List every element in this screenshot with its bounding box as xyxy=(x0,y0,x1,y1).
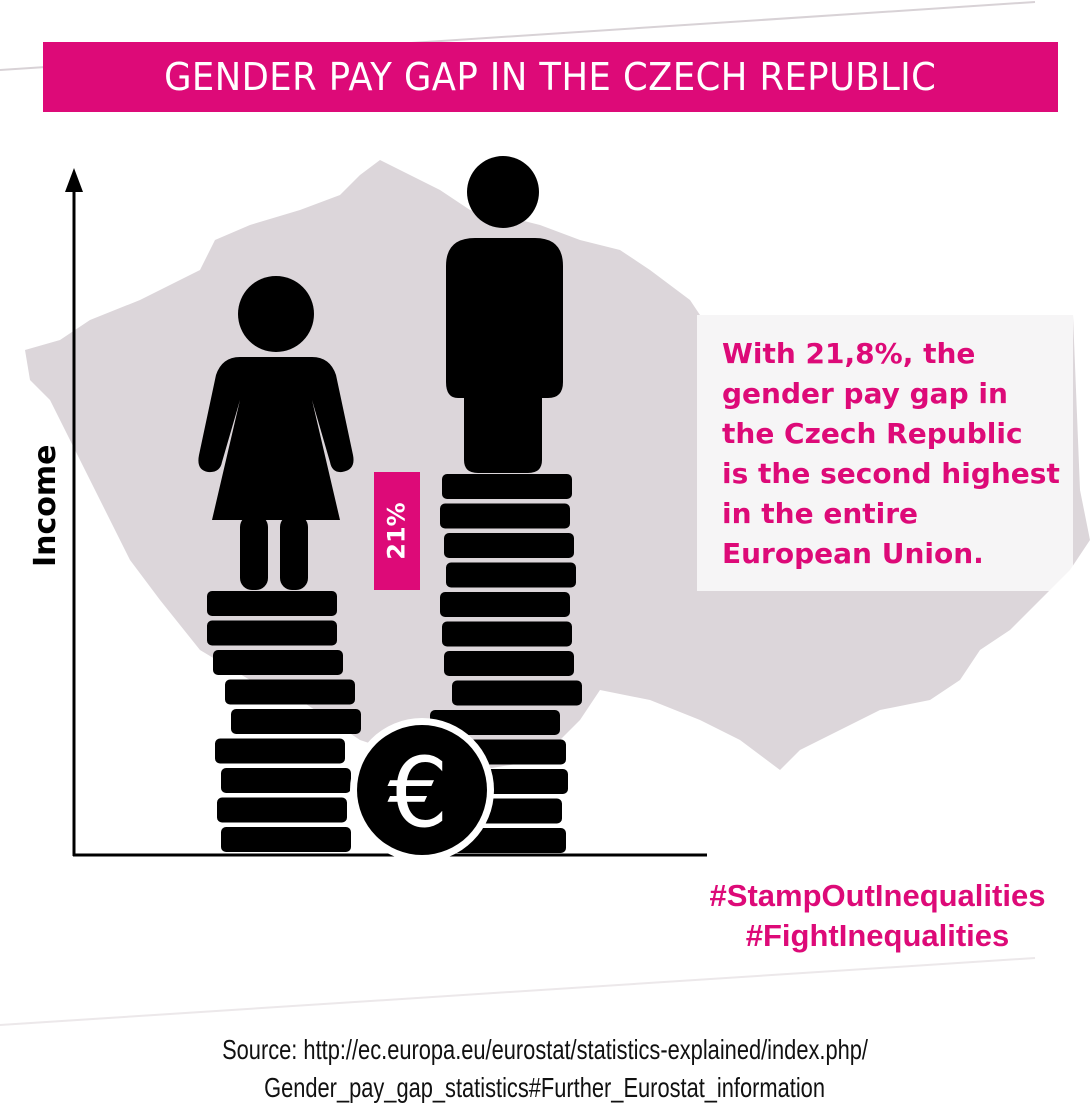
coin xyxy=(221,827,351,852)
info-line: gender pay gap in xyxy=(722,377,1008,410)
coin xyxy=(215,738,345,764)
hashtag-stamp-out[interactable]: #StampOutInequalities xyxy=(709,878,1046,913)
coin xyxy=(440,503,570,529)
y-axis-label: Income xyxy=(28,444,63,567)
svg-text:€: € xyxy=(387,737,448,849)
source-line-1: Source: http://ec.europa.eu/eurostat/sta… xyxy=(0,1034,1090,1066)
coin xyxy=(231,709,361,734)
source-text: Gender_pay_gap_statistics#Further_Eurost… xyxy=(264,1072,826,1103)
hashtag-fight[interactable]: #FightInequalities xyxy=(745,918,1010,953)
source-line-2: Gender_pay_gap_statistics#Further_Eurost… xyxy=(0,1072,1090,1104)
coin xyxy=(442,474,572,499)
info-panel xyxy=(697,315,1073,591)
coin xyxy=(207,620,337,646)
coin xyxy=(430,710,560,735)
info-line: European Union. xyxy=(722,537,984,570)
woman-icon xyxy=(198,276,354,590)
bottom-divider-line xyxy=(0,957,1036,1026)
coin xyxy=(452,680,582,706)
coin xyxy=(217,797,347,823)
coin xyxy=(444,651,574,676)
coin xyxy=(444,533,574,558)
page-title: GENDER PAY GAP IN THE CZECH REPUBLIC xyxy=(164,55,937,99)
info-text: With 21,8%, the gender pay gap in the Cz… xyxy=(722,334,1082,574)
coin xyxy=(442,621,572,647)
income-axis xyxy=(65,168,707,857)
coin xyxy=(221,768,351,793)
gap-badge-label: 21% xyxy=(383,502,412,560)
coin xyxy=(440,592,570,617)
arrow-up-icon xyxy=(65,168,83,192)
woman-coin-stack xyxy=(207,591,361,852)
euro-coin-icon: € xyxy=(350,718,494,862)
coin xyxy=(225,679,355,705)
info-line: With 21,8%, the xyxy=(722,337,976,370)
info-line: the Czech Republic xyxy=(722,417,1023,450)
coin xyxy=(213,650,343,675)
info-line: is the second highest xyxy=(722,457,1060,490)
coin xyxy=(207,591,337,616)
info-line: in the entire xyxy=(722,497,919,530)
man-icon xyxy=(446,156,563,473)
source-text: Source: http://ec.europa.eu/eurostat/sta… xyxy=(222,1034,868,1065)
coin xyxy=(446,562,576,588)
gap-badge: 21% xyxy=(374,472,420,590)
title-banner: GENDER PAY GAP IN THE CZECH REPUBLIC xyxy=(43,42,1058,112)
